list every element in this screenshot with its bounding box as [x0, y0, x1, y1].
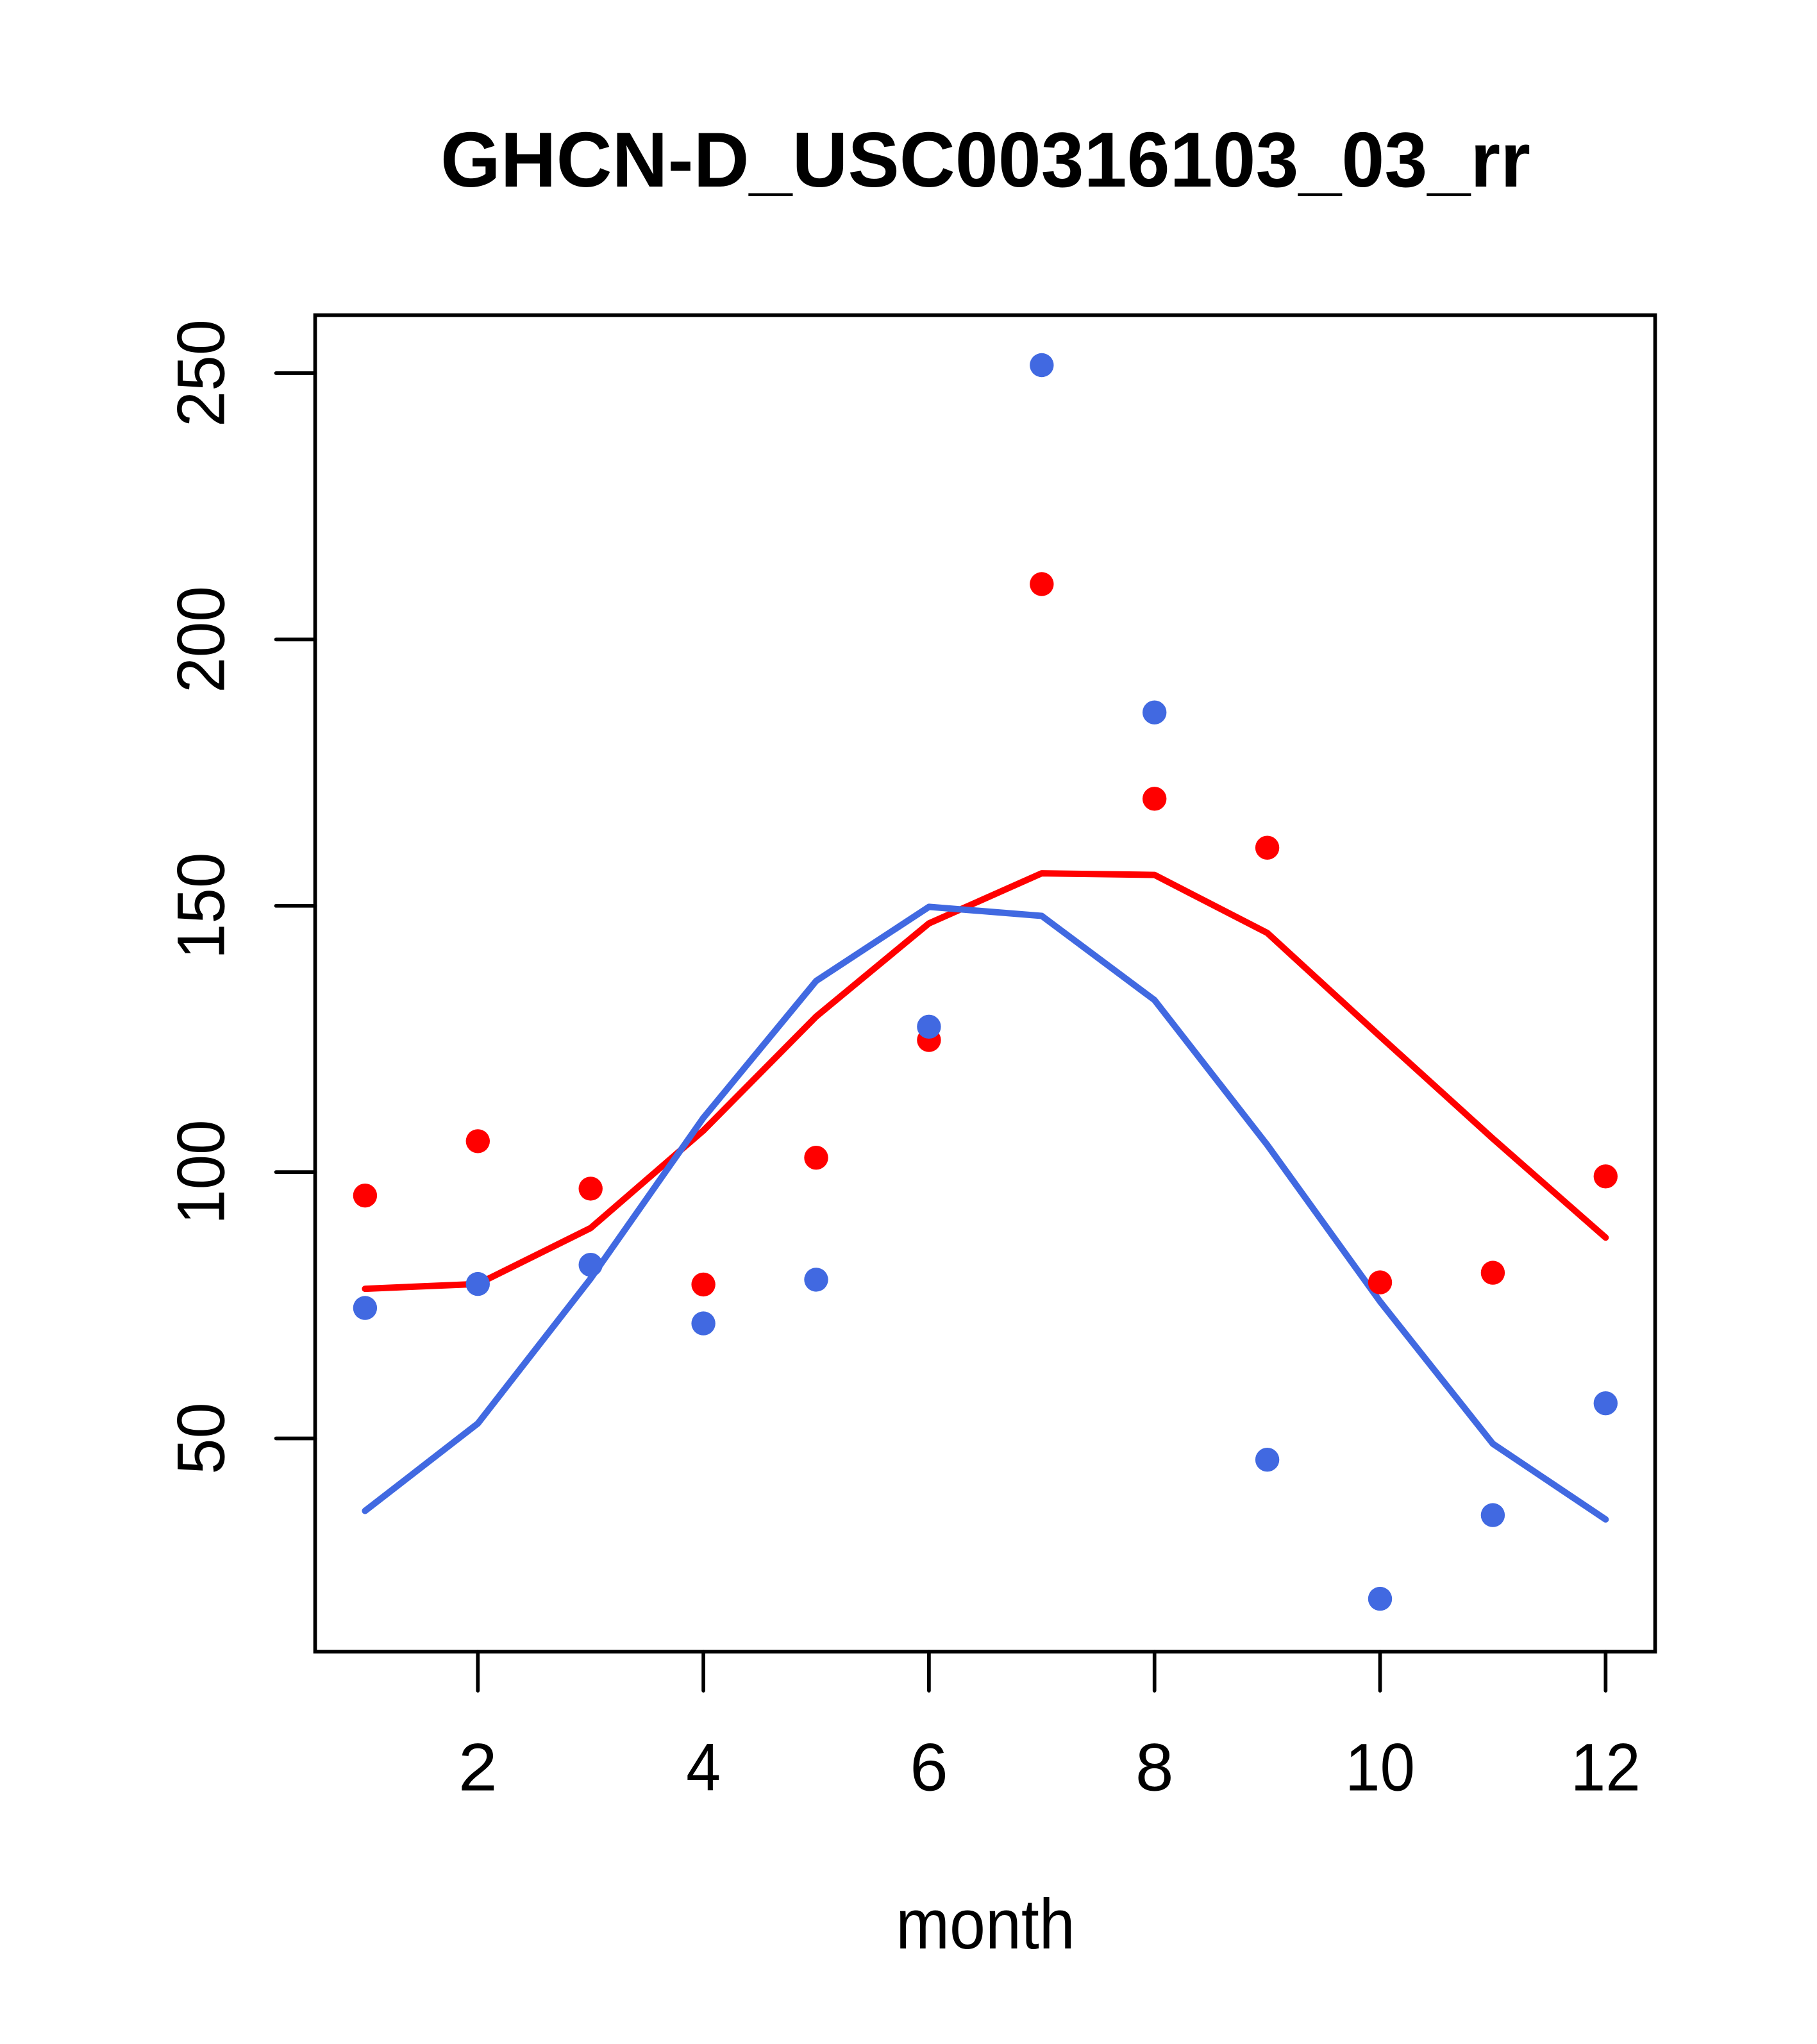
svg-text:month: month	[896, 1885, 1075, 1964]
svg-text:100: 100	[164, 1119, 239, 1224]
svg-text:8: 8	[1135, 1730, 1174, 1805]
svg-text:10: 10	[1345, 1730, 1415, 1805]
svg-text:200: 200	[164, 586, 239, 693]
svg-text:6: 6	[910, 1730, 948, 1805]
svg-text:150: 150	[164, 853, 239, 960]
svg-text:250: 250	[164, 319, 239, 427]
svg-text:50: 50	[164, 1402, 239, 1475]
svg-text:GHCN-D_USC00316103_03_rr: GHCN-D_USC00316103_03_rr	[440, 116, 1530, 203]
svg-text:12: 12	[1571, 1730, 1641, 1805]
svg-text:4: 4	[686, 1730, 721, 1805]
svg-text:2: 2	[458, 1730, 498, 1805]
